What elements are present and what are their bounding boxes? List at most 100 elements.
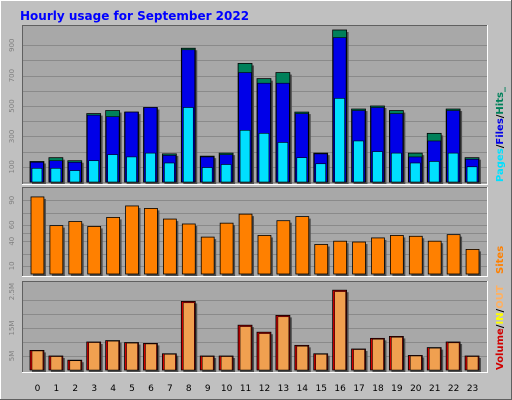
bar-sites: [49, 225, 64, 275]
x-tick-label: 11: [240, 384, 251, 394]
bar-pages: [466, 166, 478, 183]
x-tick-label: 22: [448, 384, 459, 394]
legend-volume-in-out-part: IN: [495, 312, 506, 324]
bar-sites: [427, 240, 442, 275]
x-tick-label: 23: [467, 384, 478, 394]
legend-volume-in-out-part: /: [495, 308, 506, 312]
y-tick-label: 5M: [8, 351, 16, 362]
x-tick-label: 17: [353, 384, 364, 394]
bar-sites: [181, 223, 196, 275]
legend-volume-in-out-part: /: [495, 324, 506, 328]
x-tick-label: 2: [72, 384, 78, 394]
bar-sites: [238, 213, 253, 275]
bar-sites: [446, 234, 461, 275]
x-tick-label: 10: [221, 384, 233, 394]
bar-pages: [353, 140, 364, 183]
y-tick-label: 300: [8, 130, 16, 143]
legend-sites: Sites: [495, 246, 506, 274]
legend-pages-files-hits-part: /: [495, 144, 506, 148]
bar-sites: [408, 235, 423, 275]
bar-pages: [220, 164, 232, 183]
bar-pages: [107, 154, 118, 183]
bar-out: [315, 354, 327, 371]
bar-out: [429, 347, 441, 371]
x-tick-label: 12: [259, 384, 270, 394]
legend-pages-files-hits-part: Hits: [495, 92, 506, 115]
legend-volume-in-out: Volume/IN/OUT: [495, 285, 506, 370]
bar-out: [353, 349, 365, 371]
y-tick-label: 900: [8, 39, 16, 52]
bar-out: [126, 342, 138, 371]
x-tick-label: 0: [35, 384, 41, 394]
bar-sites: [371, 237, 385, 275]
bar-sites: [295, 216, 310, 275]
bar-sites: [106, 217, 120, 275]
legend-pages-files-hits-part: /: [495, 114, 506, 118]
bar-out: [183, 302, 195, 371]
bar-pages: [88, 160, 99, 183]
bar-pages: [447, 152, 459, 183]
x-tick-label: 8: [186, 384, 192, 394]
bar-sites: [30, 196, 45, 275]
legend-pages-files-hits: Pages/Files/Hits_: [495, 87, 506, 182]
bar-sites: [352, 241, 366, 275]
chart-title: Hourly usage for September 2022: [20, 9, 249, 23]
bar-sites: [465, 248, 480, 275]
x-tick-label: 6: [148, 384, 154, 394]
bar-pages: [201, 167, 213, 183]
x-tick-label: 7: [167, 384, 173, 394]
bar-out: [145, 343, 157, 371]
bar-pages: [315, 163, 326, 183]
x-tick-label: 9: [205, 384, 211, 394]
panel-volume: 5M 15M 2.5M: [8, 281, 488, 373]
bar-out: [107, 340, 119, 371]
bar-pages: [183, 107, 194, 183]
bar-pages: [258, 133, 270, 183]
bar-out: [447, 342, 460, 371]
x-tick-label: 4: [110, 384, 116, 394]
bar-pages: [145, 152, 156, 183]
x-tick-label: 3: [91, 384, 97, 394]
bar-out: [334, 291, 346, 371]
x-tick-label: 15: [315, 384, 326, 394]
bar-pages: [239, 130, 251, 183]
bar-pages: [69, 170, 81, 183]
bar-pages: [391, 152, 402, 183]
bar-sites: [219, 222, 234, 275]
legend-volume-in-out-part: Volume: [495, 328, 506, 370]
legend-pages-files-hits-part: Files: [495, 118, 506, 144]
bar-out: [391, 336, 403, 371]
bar-pages: [31, 168, 43, 183]
bar-out: [466, 356, 479, 371]
bar-sites: [276, 220, 291, 275]
bar-pages: [164, 162, 175, 183]
bar-out: [277, 316, 290, 371]
bar-sites: [257, 235, 272, 275]
bar-pages: [428, 161, 440, 183]
legend-pages-files-hits-part: Pages: [495, 148, 506, 182]
bar-out: [88, 342, 100, 371]
bar-out: [239, 326, 252, 371]
bar-out: [220, 356, 233, 371]
bar-sites: [200, 236, 215, 275]
y-tick-label: 100: [8, 160, 16, 173]
x-tick-label: 21: [429, 384, 440, 394]
bar-out: [372, 338, 384, 371]
bar-out: [164, 354, 176, 371]
bar-pages: [334, 98, 345, 183]
bar-out: [410, 355, 422, 371]
y-tick-label: 10: [8, 261, 16, 270]
bar-out: [50, 356, 63, 371]
bar-pages: [277, 142, 289, 183]
y-tick-label: 90: [8, 196, 16, 205]
bar-sites: [144, 207, 158, 275]
legend-pages-files-hits-part: _: [495, 87, 506, 92]
bar-sites: [390, 235, 404, 275]
bar-sites: [333, 240, 347, 275]
x-tick-label: 19: [391, 384, 403, 394]
bar-pages: [410, 162, 421, 183]
bar-out: [202, 356, 214, 371]
y-tick-label: 2.5M: [8, 283, 16, 300]
y-tick-label: 60: [8, 220, 16, 229]
